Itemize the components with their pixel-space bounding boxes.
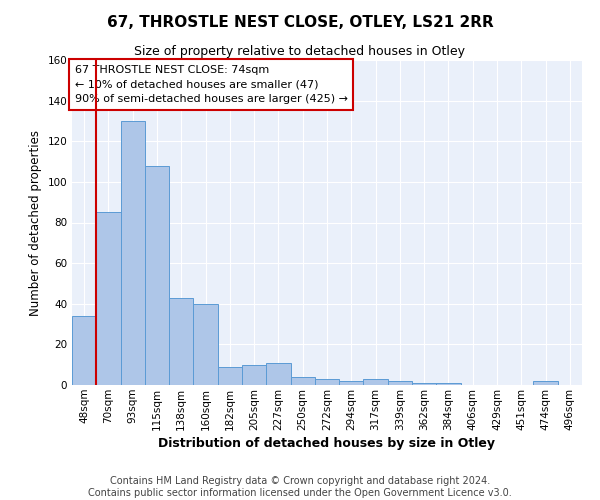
Text: 67, THROSTLE NEST CLOSE, OTLEY, LS21 2RR: 67, THROSTLE NEST CLOSE, OTLEY, LS21 2RR — [107, 15, 493, 30]
X-axis label: Distribution of detached houses by size in Otley: Distribution of detached houses by size … — [158, 437, 496, 450]
Bar — [436, 383, 461, 385]
Text: Contains HM Land Registry data © Crown copyright and database right 2024.
Contai: Contains HM Land Registry data © Crown c… — [88, 476, 512, 498]
Bar — [218, 366, 242, 385]
Bar — [412, 383, 436, 385]
Bar — [266, 362, 290, 385]
Bar — [72, 316, 96, 385]
Text: 67 THROSTLE NEST CLOSE: 74sqm
← 10% of detached houses are smaller (47)
90% of s: 67 THROSTLE NEST CLOSE: 74sqm ← 10% of d… — [74, 65, 347, 104]
Bar — [364, 379, 388, 385]
Bar — [533, 381, 558, 385]
Bar — [193, 304, 218, 385]
Bar — [290, 377, 315, 385]
Bar — [242, 364, 266, 385]
Bar — [96, 212, 121, 385]
Bar — [169, 298, 193, 385]
Bar — [388, 381, 412, 385]
Bar — [339, 381, 364, 385]
Text: Size of property relative to detached houses in Otley: Size of property relative to detached ho… — [134, 45, 466, 58]
Bar — [145, 166, 169, 385]
Bar — [315, 379, 339, 385]
Bar — [121, 121, 145, 385]
Y-axis label: Number of detached properties: Number of detached properties — [29, 130, 42, 316]
